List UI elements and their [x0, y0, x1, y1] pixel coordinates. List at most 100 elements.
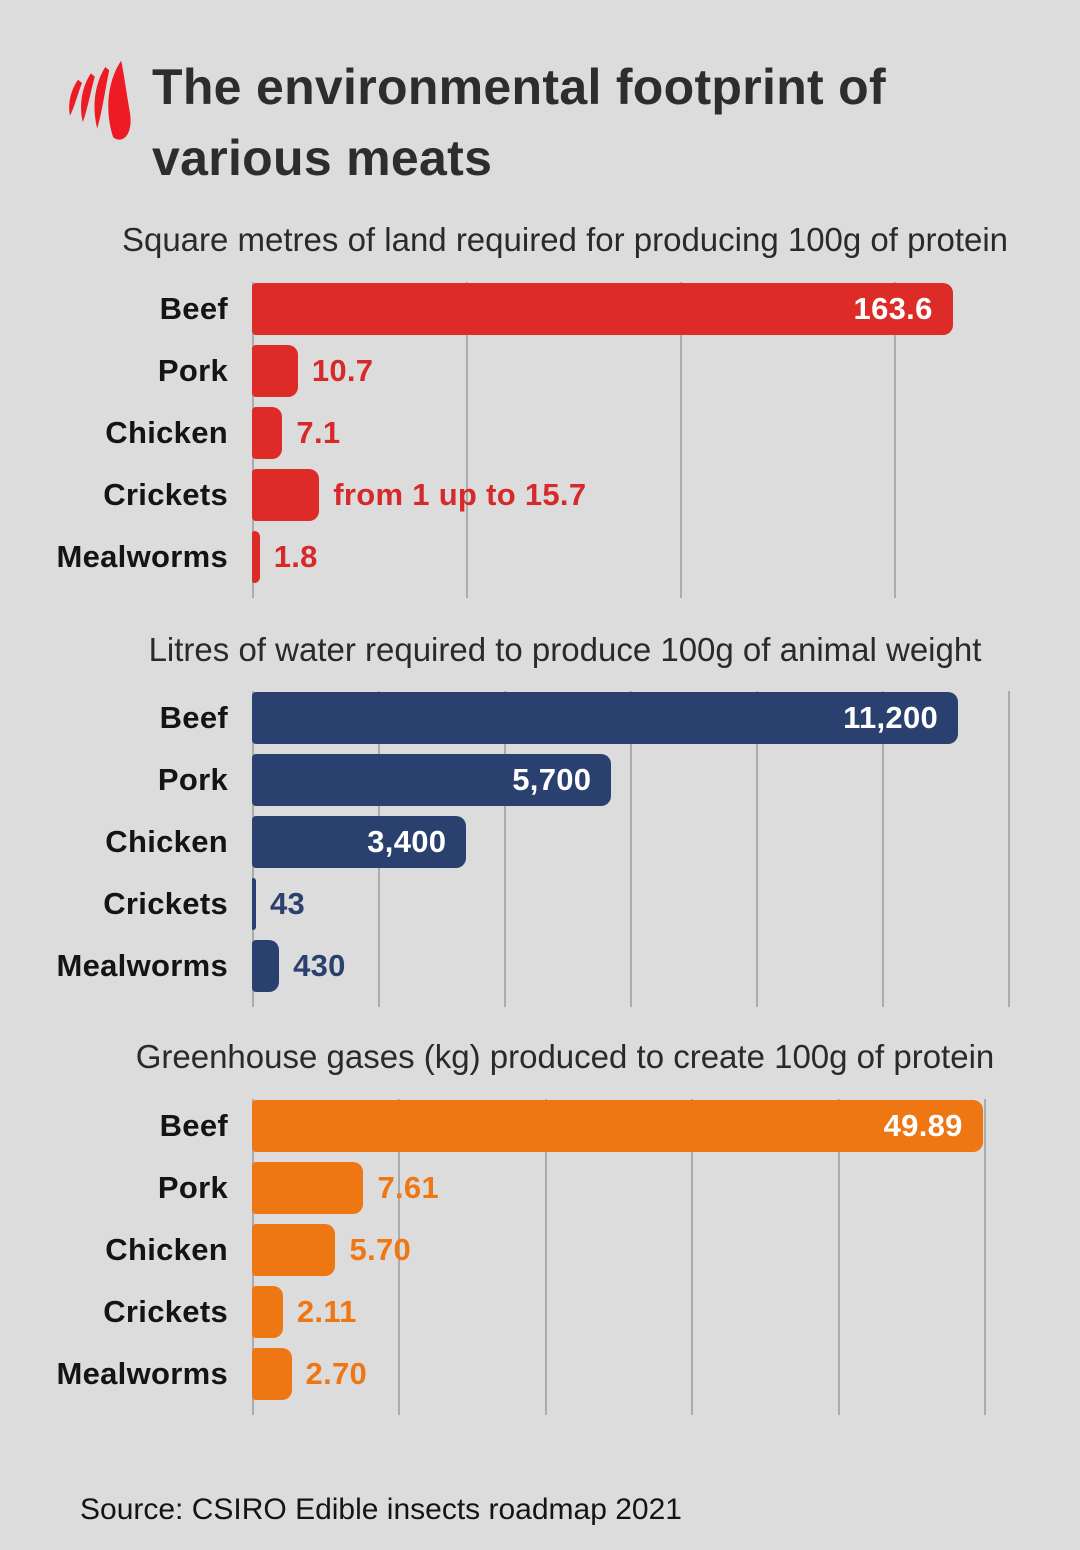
- value-label-water-crickets: 43: [270, 886, 306, 922]
- gridline-50: [466, 281, 469, 598]
- gridline-10: [398, 1098, 401, 1415]
- chart-title-water: Litres of water required to produce 100g…: [148, 630, 982, 668]
- category-label-beef: Beef: [159, 290, 228, 326]
- category-label-chicken: Chicken: [105, 1231, 228, 1267]
- bar-track: 2.11: [252, 1285, 1040, 1338]
- category-label-pork: Pork: [157, 352, 228, 388]
- category-label-chicken: Chicken: [105, 824, 228, 860]
- bar-row-chicken: Chicken 7.1: [0, 402, 1080, 464]
- bar-track: 1.8: [252, 530, 1040, 583]
- bar-land-crickets: from 1 up to 15.7: [252, 468, 586, 521]
- chart-rows: Beef 49.89 Pork 7.61 Chicken 5.70 Crickets 2.11…: [0, 1095, 1080, 1405]
- bar-land-mealworms: 1.8: [252, 530, 317, 583]
- bar-track: 163.6: [252, 282, 1040, 335]
- bar-water-crickets: 43: [252, 878, 305, 931]
- value-label-land-mealworms: 1.8: [273, 538, 318, 574]
- bar-row-mealworms: Mealworms 1.8: [0, 526, 1080, 588]
- gridline-6000: [630, 691, 633, 1008]
- chart-section-ghg: Greenhouse gases (kg) produced to create…: [0, 1037, 1080, 1415]
- gridline-50: [984, 1098, 987, 1415]
- source-text: Source: CSIRO Edible insects roadmap 202…: [80, 1492, 682, 1526]
- page-title: The environmental footprint of various m…: [152, 50, 886, 194]
- category-label-mealworms: Mealworms: [56, 538, 228, 574]
- gridline-4000: [504, 691, 507, 1008]
- bar-chart-water: Beef 11,200 Pork 5,700 Chicken 3,400 Crickets 4…: [0, 687, 1080, 1008]
- bar-track: 43: [252, 878, 1040, 931]
- value-label-ghg-crickets: 2.11: [296, 1293, 357, 1329]
- category-label-pork: Pork: [157, 1169, 228, 1205]
- category-label-chicken: Chicken: [105, 414, 228, 450]
- bar-track: 5,700: [252, 754, 1040, 807]
- gridline-100: [680, 281, 683, 598]
- bar-row-chicken: Chicken 3,400: [0, 811, 1080, 873]
- bar-track: 430: [252, 940, 1040, 993]
- bar-track: 10.7: [252, 344, 1040, 397]
- value-label-ghg-pork: 7.61: [377, 1169, 439, 1205]
- bar-ghg-beef: 49.89: [252, 1099, 983, 1152]
- bar-row-mealworms: Mealworms 2.70: [0, 1343, 1080, 1405]
- bar-row-pork: Pork 5,700: [0, 749, 1080, 811]
- bar-chart-land: Beef 163.6 Pork 10.7 Chicken 7.1 Crickets from …: [0, 278, 1080, 598]
- category-label-crickets: Crickets: [103, 476, 228, 512]
- bar-row-pork: Pork 7.61: [0, 1157, 1080, 1219]
- page-title-line-1: The environmental footprint of: [152, 59, 886, 115]
- category-label-beef: Beef: [159, 1107, 228, 1143]
- bar-track: 49.89: [252, 1099, 1040, 1152]
- header: The environmental footprint of various m…: [0, 0, 1080, 194]
- page-title-line-2: various meats: [152, 130, 493, 186]
- value-label-ghg-mealworms: 2.70: [305, 1355, 368, 1391]
- value-label-land-crickets: from 1 up to 15.7: [333, 476, 587, 512]
- value-label-land-pork: 10.7: [311, 352, 374, 388]
- chart-title-ghg: Greenhouse gases (kg) produced to create…: [135, 1038, 995, 1076]
- chart-title-land: Square metres of land required for produ…: [121, 221, 1009, 258]
- bar-track: from 1 up to 15.7: [252, 468, 1040, 521]
- bar-water-beef: 11,200: [252, 692, 959, 745]
- gridline-150: [894, 281, 897, 598]
- category-label-beef: Beef: [159, 700, 228, 736]
- gridline-10000: [882, 691, 885, 1008]
- chart-section-land: Square metres of land required for produ…: [0, 220, 1080, 598]
- bar-row-beef: Beef 49.89: [0, 1095, 1080, 1157]
- bar-row-mealworms: Mealworms 430: [0, 935, 1080, 997]
- gridline-20: [544, 1098, 547, 1415]
- gridline-30: [691, 1098, 694, 1415]
- bar-ghg-crickets: 2.11: [252, 1285, 356, 1338]
- bar-land-chicken: 7.1: [252, 406, 340, 459]
- bar-water-pork: 5,700: [252, 754, 612, 807]
- bar-track: 2.70: [252, 1347, 1040, 1400]
- bar-row-beef: Beef 163.6: [0, 278, 1080, 340]
- value-label-ghg-chicken: 5.70: [349, 1231, 412, 1267]
- bar-water-mealworms: 430: [252, 940, 345, 993]
- bar-track: 7.61: [252, 1161, 1040, 1214]
- bar-track: 7.1: [252, 406, 1040, 459]
- bar-land-beef: 163.6: [252, 282, 953, 335]
- bar-land-pork: 10.7: [252, 344, 373, 397]
- gridline-8000: [756, 691, 759, 1008]
- value-label-water-chicken: 3,400: [367, 824, 447, 860]
- bar-row-chicken: Chicken 5.70: [0, 1219, 1080, 1281]
- gridline-12000: [1008, 691, 1011, 1008]
- value-label-water-mealworms: 430: [293, 948, 346, 984]
- bar-chart-ghg: Beef 49.89 Pork 7.61 Chicken 5.70 Crickets 2.11…: [0, 1095, 1080, 1415]
- category-label-crickets: Crickets: [103, 886, 228, 922]
- value-label-water-pork: 5,700: [512, 762, 592, 798]
- category-label-mealworms: Mealworms: [56, 948, 228, 984]
- bar-row-beef: Beef 11,200: [0, 687, 1080, 749]
- category-label-pork: Pork: [157, 762, 228, 798]
- bar-track: 5.70: [252, 1223, 1040, 1276]
- chart-rows: Beef 11,200 Pork 5,700 Chicken 3,400 Crickets 4…: [0, 687, 1080, 997]
- bar-row-pork: Pork 10.7: [0, 340, 1080, 402]
- bar-ghg-chicken: 5.70: [252, 1223, 411, 1276]
- bar-ghg-pork: 7.61: [252, 1161, 439, 1214]
- bar-water-chicken: 3,400: [252, 816, 467, 869]
- bar-ghg-mealworms: 2.70: [252, 1347, 367, 1400]
- gridline-40: [837, 1098, 840, 1415]
- value-label-land-chicken: 7.1: [296, 414, 341, 450]
- bar-track: 11,200: [252, 692, 1040, 745]
- value-label-land-beef: 163.6: [853, 290, 933, 326]
- category-label-crickets: Crickets: [103, 1293, 228, 1329]
- bar-track: 3,400: [252, 816, 1040, 869]
- sbs-logo-icon: [69, 60, 131, 140]
- category-label-mealworms: Mealworms: [56, 1355, 228, 1391]
